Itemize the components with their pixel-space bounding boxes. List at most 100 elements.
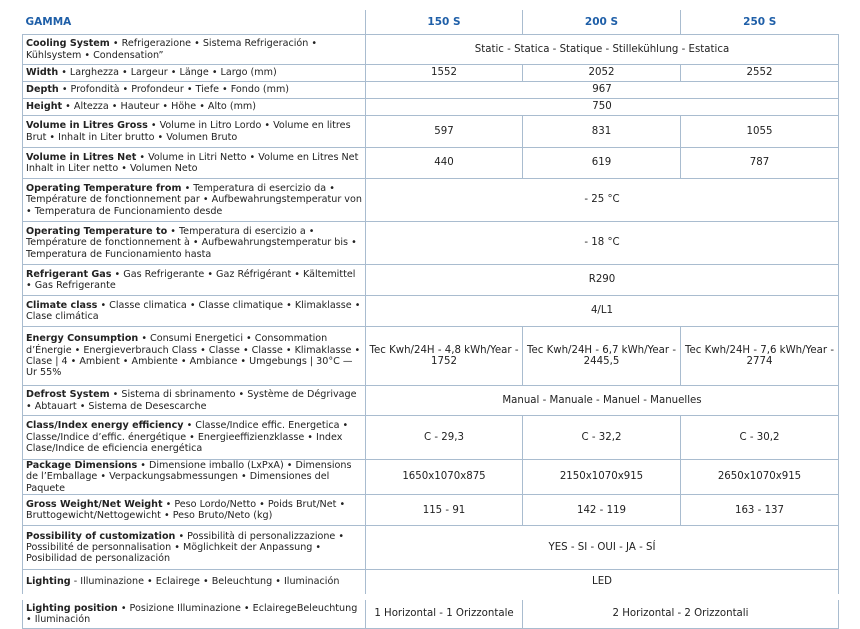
spec-label: Possibility of customization • Possibili… <box>22 525 366 571</box>
spec-value: 1 Horizontal - 1 Orizzontale <box>365 596 523 629</box>
spec-label: Depth • Profondità • Profondeur • Tiefe … <box>22 81 366 99</box>
spec-value: LED <box>365 569 839 598</box>
label-name: Operating Temperature to <box>26 225 168 237</box>
label-translations: • Temperatura di esercizio a • Températu… <box>26 225 357 260</box>
label-name: Volume in Litres Gross <box>26 120 148 132</box>
spec-value: 2552 <box>680 64 839 82</box>
label-name: Defrost System <box>26 389 110 401</box>
label-name: Energy Consumption <box>26 333 139 345</box>
spec-label: Defrost System • Sistema di sbrinamento … <box>22 385 366 416</box>
spec-row: Height • Altezza • Hauteur • Höhe • Alto… <box>22 98 839 116</box>
spec-value: Tec Kwh/24H - 4,8 kWh/Year - 1752 <box>365 326 523 386</box>
spec-value: - 25 °C <box>365 178 839 222</box>
label-name: Class/Index energy efficiency <box>26 420 184 432</box>
spec-value: C - 32,2 <box>522 415 681 460</box>
spec-value: YES - SI - OUI - JA - SÍ <box>365 525 839 571</box>
spec-label: Volume in Litres Gross • Volume in Litro… <box>22 115 366 148</box>
label-translations: • Larghezza • Largeur • Länge • Largo (m… <box>61 67 277 79</box>
label-name: Depth <box>26 84 59 96</box>
spec-row: Volume in Litres Gross • Volume in Litro… <box>22 115 839 148</box>
spec-value: 2052 <box>522 64 681 82</box>
spec-label: Lighting - Illuminazione • Eclairege • B… <box>22 569 366 598</box>
label-translations: • Sistema di sbrinamento • Système de Dé… <box>26 389 357 412</box>
label-translations: • Profondità • Profondeur • Tiefe • Fond… <box>61 84 290 96</box>
label-translations: • Altezza • Hauteur • Höhe • Alto (mm) <box>65 101 257 113</box>
spec-label: Climate class • Classe climatica • Class… <box>22 295 366 327</box>
spec-value: 163 - 137 <box>680 494 839 527</box>
label-name: Operating Temperature from <box>26 182 182 194</box>
spec-row: Climate class • Classe climatica • Class… <box>22 295 839 327</box>
spec-value: 4/L1 <box>365 295 839 327</box>
spec-value: 750 <box>365 98 839 116</box>
spec-label: Class/Index energy efficiency • Classe/I… <box>22 415 366 460</box>
spec-label: Cooling System • Refrigerazione • Sistem… <box>22 34 366 65</box>
model-header: 200 S <box>522 10 681 35</box>
spec-value: R290 <box>365 264 839 296</box>
spec-value: 1650x1070x875 <box>365 458 523 496</box>
spec-label: Refrigerant Gas • Gas Refrigerante • Gaz… <box>22 264 366 296</box>
spec-row: Possibility of customization • Possibili… <box>22 525 839 571</box>
spec-value: 2150x1070x915 <box>522 458 681 496</box>
spec-value: 597 <box>365 115 523 148</box>
model-header: 150 S <box>365 10 523 35</box>
label-translations: • Classe climatica • Classe climatique •… <box>26 299 361 322</box>
spec-row: Lighting position • Posizione Illuminazi… <box>22 596 839 629</box>
spec-label: Package Dimensions • Dimensione imballo … <box>22 458 366 496</box>
spec-value: 1552 <box>365 64 523 82</box>
label-name: Package Dimensions <box>26 460 138 471</box>
header-row: GAMMA 150 S 200 S 250 S <box>22 10 839 35</box>
spec-value: 142 - 119 <box>522 494 681 527</box>
spec-value: Tec Kwh/24H - 7,6 kWh/Year - 2774 <box>680 326 839 386</box>
label-translations: • Possibilità di personalizzazione • Pos… <box>26 530 345 565</box>
spec-value: 619 <box>522 147 681 179</box>
spec-value: Tec Kwh/24H - 6,7 kWh/Year - 2445,5 <box>522 326 681 386</box>
label-name: Possibility of customization <box>26 530 176 542</box>
spec-row: Refrigerant Gas • Gas Refrigerante • Gaz… <box>22 264 839 296</box>
spec-row: Package Dimensions • Dimensione imballo … <box>22 458 839 496</box>
model-header: 250 S <box>680 10 839 35</box>
spec-row: Lighting - Illuminazione • Eclairege • B… <box>22 569 839 598</box>
label-name: Height <box>26 101 63 113</box>
label-translations: • Gas Refrigerante • Gaz Réfrigérant • K… <box>26 268 356 291</box>
spec-value: 440 <box>365 147 523 179</box>
label-name: Lighting <box>26 576 71 588</box>
spec-row: Depth • Profondità • Profondeur • Tiefe … <box>22 81 839 99</box>
spec-value: 1055 <box>680 115 839 148</box>
spec-row: Operating Temperature from • Temperatura… <box>22 178 839 222</box>
spec-value: Static - Statica - Statique - Stillekühl… <box>365 34 839 65</box>
label-name: Lighting position <box>26 602 118 614</box>
spec-row: Gross Weight/Net Weight • Peso Lordo/Net… <box>22 494 839 527</box>
spec-row: Cooling System • Refrigerazione • Sistem… <box>22 34 839 65</box>
spec-label: Height • Altezza • Hauteur • Höhe • Alto… <box>22 98 366 116</box>
spec-value: C - 30,2 <box>680 415 839 460</box>
spec-label: Width • Larghezza • Largeur • Länge • La… <box>22 64 366 82</box>
label-translations: - Illuminazione • Eclairege • Beleuchtun… <box>73 576 340 588</box>
spec-label: Energy Consumption • Consumi Energetici … <box>22 326 366 386</box>
spec-row: Operating Temperature to • Temperatura d… <box>22 221 839 265</box>
spec-value: 115 - 91 <box>365 494 523 527</box>
spec-value: 2650x1070x915 <box>680 458 839 496</box>
label-translations: • Classe/Indice effic. Energetica • Clas… <box>26 420 349 455</box>
spec-label: Gross Weight/Net Weight • Peso Lordo/Net… <box>22 494 366 527</box>
spec-label: Volume in Litres Net • Volume in Litri N… <box>22 147 366 179</box>
spec-value: Manual - Manuale - Manuel - Manuelles <box>365 385 839 416</box>
spec-label: Operating Temperature to • Temperatura d… <box>22 221 366 265</box>
spec-value: 967 <box>365 81 839 99</box>
spec-row: Volume in Litres Net • Volume in Litri N… <box>22 147 839 179</box>
spec-value: 787 <box>680 147 839 179</box>
label-translations: • Temperatura di esercizio da • Températ… <box>26 182 362 217</box>
label-name: Volume in Litres Net <box>26 151 137 163</box>
label-name: Refrigerant Gas <box>26 268 112 280</box>
header-title: GAMMA <box>22 10 366 35</box>
spec-label: Operating Temperature from • Temperatura… <box>22 178 366 222</box>
label-translations: • Volume in Litri Netto • Volume en Litr… <box>26 151 359 174</box>
spec-table: GAMMA 150 S 200 S 250 S Cooling System • R… <box>22 10 839 629</box>
spec-value: 2 Horizontal - 2 Orizzontali <box>522 596 839 629</box>
spec-row: Energy Consumption • Consumi Energetici … <box>22 326 839 386</box>
spec-label: Lighting position • Posizione Illuminazi… <box>22 596 366 629</box>
label-name: Climate class <box>26 299 98 311</box>
label-name: Width <box>26 67 59 79</box>
label-translations: • Refrigerazione • Sistema Refrigeración… <box>26 38 318 61</box>
spec-row: Defrost System • Sistema di sbrinamento … <box>22 385 839 416</box>
